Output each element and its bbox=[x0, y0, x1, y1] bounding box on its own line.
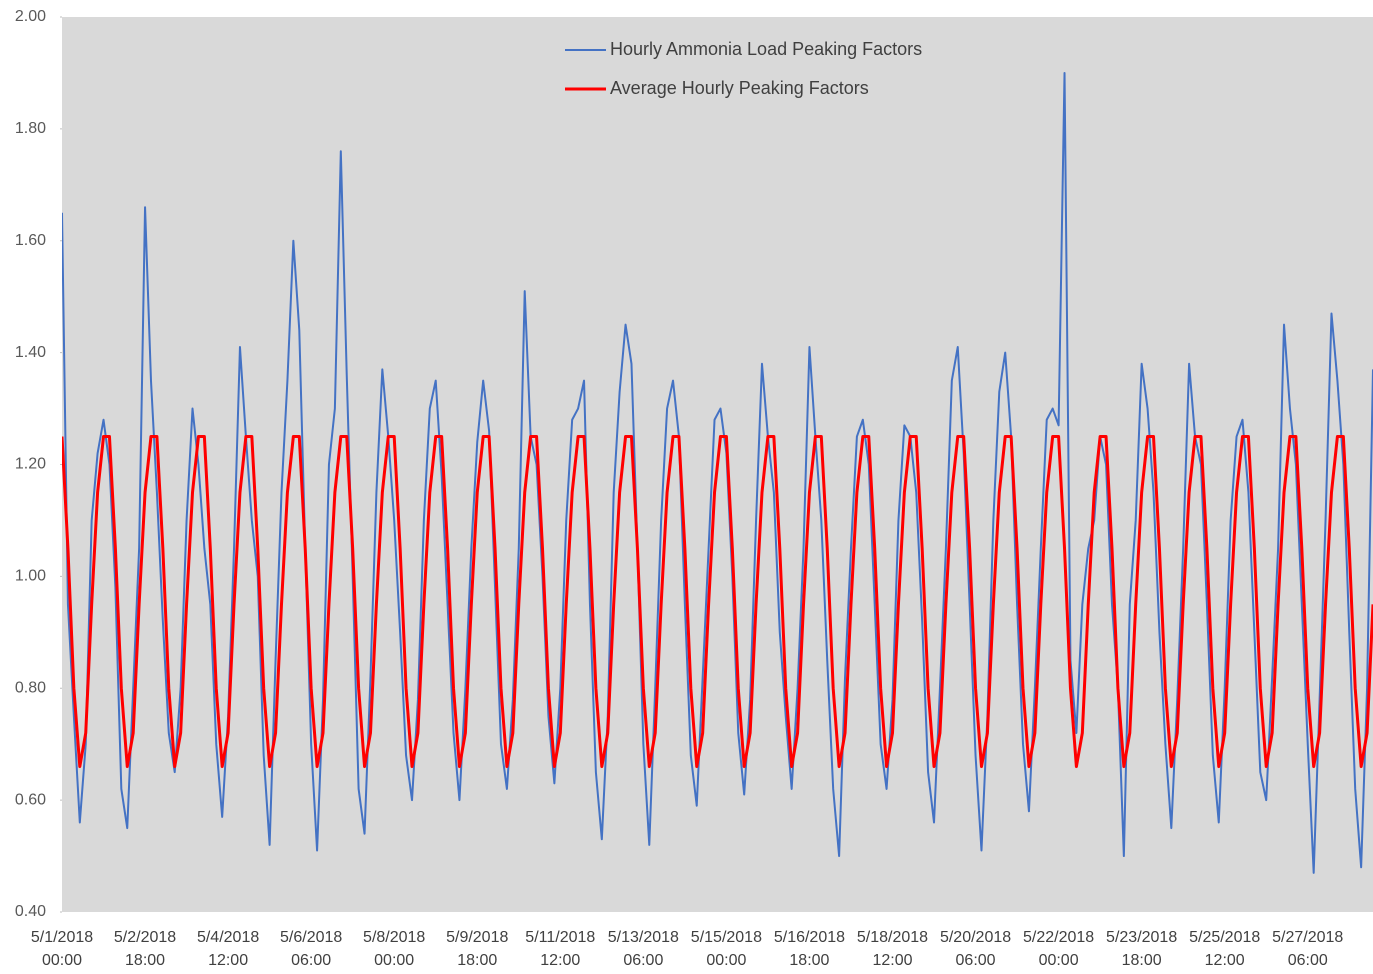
y-tick-label: 0.60 bbox=[15, 791, 46, 808]
y-tick-label: 1.00 bbox=[15, 568, 46, 585]
y-tick-label: 1.40 bbox=[15, 344, 46, 361]
x-tick-label: 5/18/2018 12:00 bbox=[856, 929, 929, 969]
series-line bbox=[62, 435, 1373, 769]
x-tick-label: 5/25/2018 12:00 bbox=[1189, 929, 1261, 969]
x-tick-label: 5/27/2018 06:00 bbox=[1272, 929, 1344, 969]
x-tick-label: 5/23/2018 18:00 bbox=[1106, 929, 1178, 969]
series-line bbox=[62, 71, 1373, 874]
y-tick-label: 0.80 bbox=[15, 679, 46, 696]
x-tick-label: 5/2/2018 18:00 bbox=[113, 929, 177, 969]
x-tick-label: 5/13/2018 06:00 bbox=[607, 929, 679, 969]
x-tick-label: 5/22/2018 00:00 bbox=[1023, 929, 1095, 969]
y-tick-label: 0.40 bbox=[15, 903, 46, 920]
x-tick-label: 5/15/2018 00:00 bbox=[690, 929, 762, 969]
x-tick-label: 5/11/2018 12:00 bbox=[525, 929, 596, 969]
x-tick-label: 5/16/2018 18:00 bbox=[773, 929, 846, 969]
x-tick-label: 5/6/2018 06:00 bbox=[280, 929, 343, 969]
x-tick-label: 5/8/2018 00:00 bbox=[363, 929, 426, 969]
y-tick-label: 1.60 bbox=[15, 232, 46, 249]
x-tick-label: 5/4/2018 12:00 bbox=[196, 929, 260, 969]
x-tick-label: 5/9/2018 18:00 bbox=[446, 929, 509, 969]
y-tick-label: 1.20 bbox=[15, 456, 46, 473]
legend-label: Hourly Ammonia Load Peaking Factors bbox=[610, 39, 922, 59]
x-tick-label: 5/20/2018 06:00 bbox=[939, 929, 1012, 969]
y-tick-label: 1.80 bbox=[15, 120, 46, 137]
y-tick-label: 2.00 bbox=[15, 8, 46, 25]
x-tick-label: 5/1/2018 00:00 bbox=[30, 929, 94, 969]
legend-label: Average Hourly Peaking Factors bbox=[610, 78, 869, 98]
